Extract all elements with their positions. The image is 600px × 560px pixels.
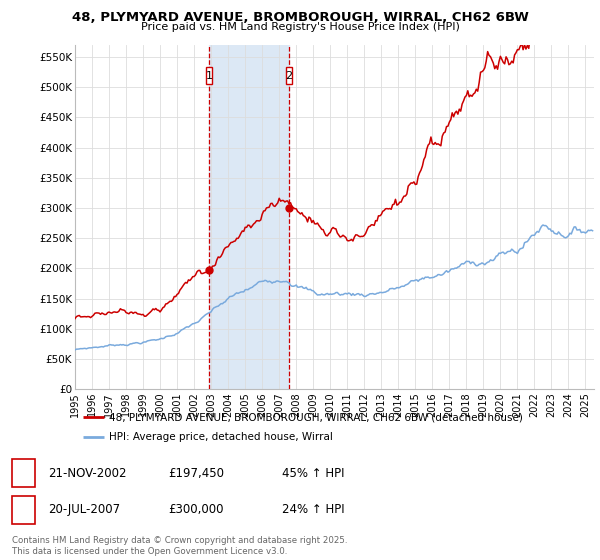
Text: 1: 1 <box>20 466 27 480</box>
Text: 20-JUL-2007: 20-JUL-2007 <box>48 503 120 516</box>
Text: £300,000: £300,000 <box>168 503 224 516</box>
Text: 1: 1 <box>206 71 213 81</box>
Bar <box>209 45 289 389</box>
Bar <box>206 67 212 84</box>
Text: 21-NOV-2002: 21-NOV-2002 <box>48 466 127 480</box>
Text: 48, PLYMYARD AVENUE, BROMBOROUGH, WIRRAL, CH62 6BW (detached house): 48, PLYMYARD AVENUE, BROMBOROUGH, WIRRAL… <box>109 412 523 422</box>
Text: Contains HM Land Registry data © Crown copyright and database right 2025.
This d: Contains HM Land Registry data © Crown c… <box>12 536 347 556</box>
Text: £197,450: £197,450 <box>168 466 224 480</box>
Text: 2: 2 <box>285 71 292 81</box>
Text: Price paid vs. HM Land Registry's House Price Index (HPI): Price paid vs. HM Land Registry's House … <box>140 22 460 32</box>
Text: 24% ↑ HPI: 24% ↑ HPI <box>282 503 344 516</box>
Text: 2: 2 <box>20 503 27 516</box>
Bar <box>286 67 292 84</box>
Text: HPI: Average price, detached house, Wirral: HPI: Average price, detached house, Wirr… <box>109 432 332 442</box>
Text: 48, PLYMYARD AVENUE, BROMBOROUGH, WIRRAL, CH62 6BW: 48, PLYMYARD AVENUE, BROMBOROUGH, WIRRAL… <box>71 11 529 24</box>
Text: 45% ↑ HPI: 45% ↑ HPI <box>282 466 344 480</box>
